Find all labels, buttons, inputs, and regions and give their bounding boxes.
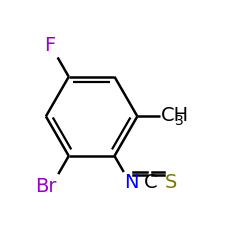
Text: F: F xyxy=(44,36,55,56)
Text: S: S xyxy=(164,173,177,192)
Text: N: N xyxy=(124,173,138,192)
Text: 3: 3 xyxy=(175,114,184,128)
Text: Br: Br xyxy=(36,177,57,196)
Text: C: C xyxy=(144,173,158,192)
Text: CH: CH xyxy=(161,106,189,125)
